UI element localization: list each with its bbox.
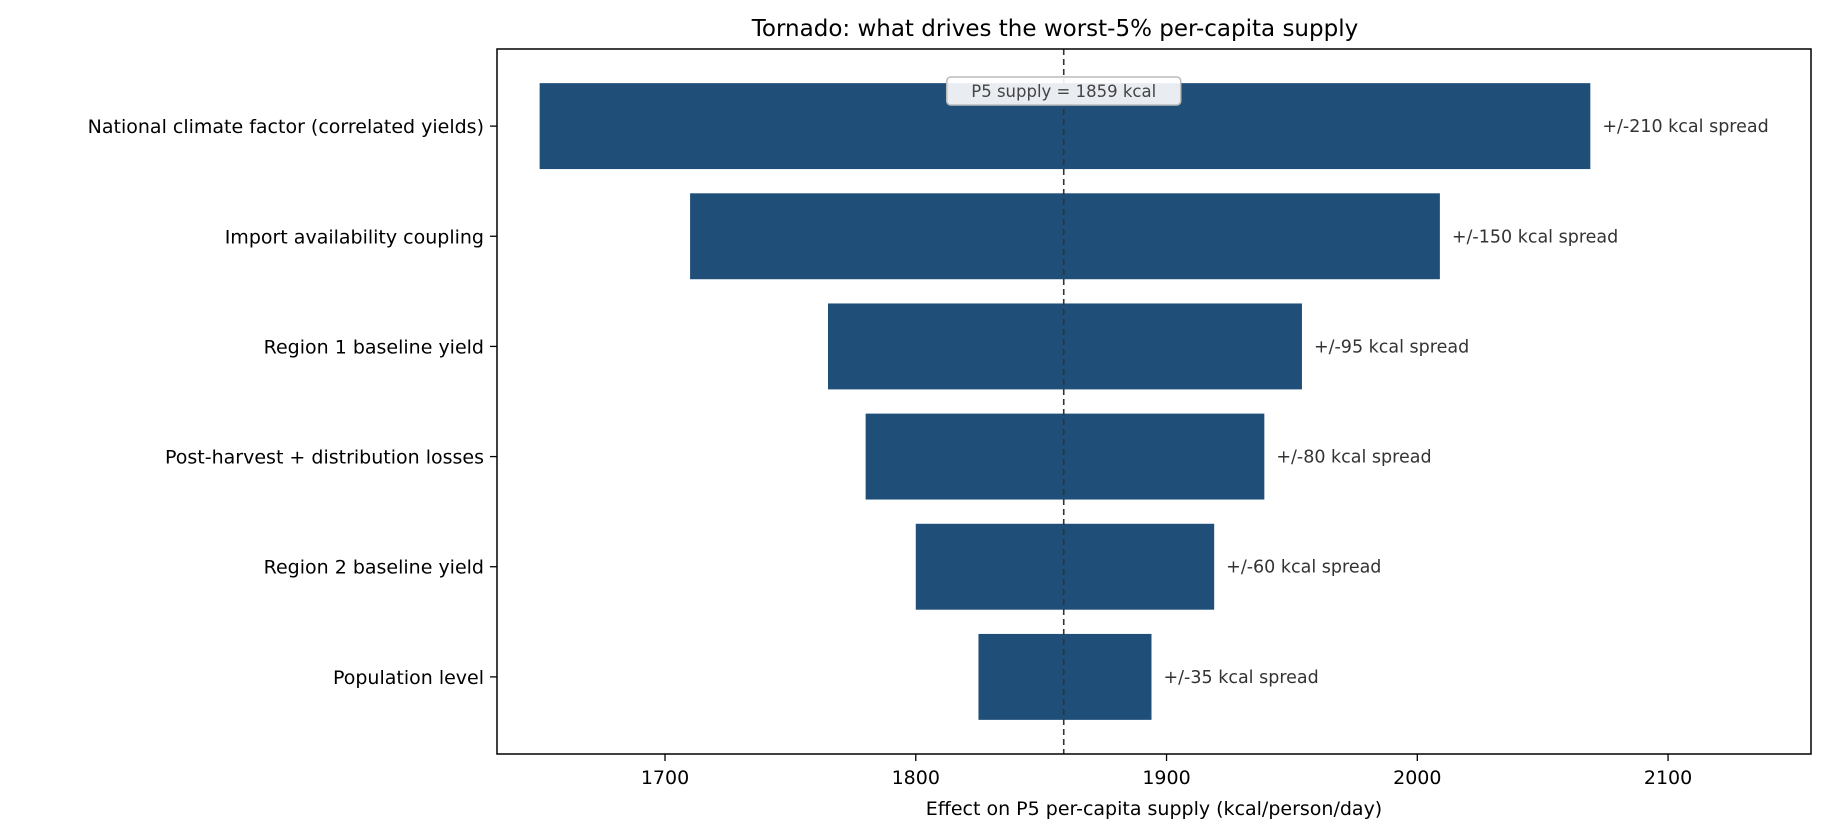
bar-spread-label: +/-80 kcal spread <box>1276 448 1431 468</box>
bar-spread-label: +/-210 kcal spread <box>1602 117 1768 137</box>
bars-layer: +/-210 kcal spread +/-150 kcal spread +/-9… <box>539 83 1769 720</box>
reference-layer: P5 supply = 1859 kcal <box>945 49 1182 754</box>
x-tick-label: 1800 <box>892 767 940 789</box>
x-tick-label: 2100 <box>1644 767 1692 789</box>
y-axis: National climate factor (correlated yiel… <box>88 116 497 689</box>
x-axis-label: Effect on P5 per-capita supply (kcal/per… <box>926 798 1382 820</box>
plot-frame <box>496 48 1812 755</box>
tornado-bar <box>915 523 1215 610</box>
y-tick-label: Import availability coupling <box>225 226 484 248</box>
y-tick-label: National climate factor (correlated yiel… <box>88 116 484 138</box>
bar-spread-label: +/-35 kcal spread <box>1163 668 1318 688</box>
tornado-bar <box>690 193 1440 280</box>
reference-label-box <box>945 76 1182 106</box>
bar-spread-label: +/-150 kcal spread <box>1452 227 1618 247</box>
y-tick-label: Region 2 baseline yield <box>264 557 484 579</box>
x-tick-label: 1900 <box>1142 767 1190 789</box>
tornado-bar <box>828 303 1302 390</box>
bar-spread-label: +/-60 kcal spread <box>1226 558 1381 578</box>
bar-spread-label: +/-95 kcal spread <box>1314 337 1469 357</box>
x-tick-label: 1700 <box>641 767 689 789</box>
tornado-bar <box>978 633 1152 720</box>
reference-label: P5 supply = 1859 kcal <box>971 82 1156 101</box>
x-tick-label: 2000 <box>1393 767 1441 789</box>
y-tick-label: Population level <box>333 667 484 689</box>
y-tick-label: Region 1 baseline yield <box>264 336 484 358</box>
tornado-bar <box>865 413 1265 500</box>
chart-title: Tornado: what drives the worst-5% per-ca… <box>751 16 1358 42</box>
y-tick-label: Post-harvest + distribution losses <box>165 447 484 469</box>
x-axis: 1700 1800 1900 2000 2100 <box>641 754 1692 789</box>
